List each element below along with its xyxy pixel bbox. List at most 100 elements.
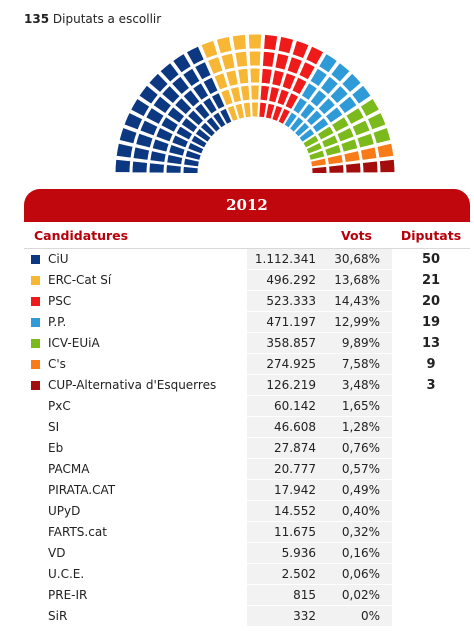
seat-mark <box>219 108 233 125</box>
seat-mark <box>135 133 154 149</box>
seat-mark <box>183 157 200 168</box>
swatch-box <box>30 297 40 306</box>
seat-mark <box>232 34 247 51</box>
party-seats <box>392 500 470 522</box>
party-color-swatch <box>24 248 46 270</box>
seat-mark <box>298 128 315 143</box>
party-votes: 496.292 <box>245 269 326 291</box>
seat-mark <box>160 116 179 133</box>
party-color-swatch <box>24 479 46 501</box>
party-seats <box>392 479 470 501</box>
party-votes: 126.219 <box>245 374 326 396</box>
seat-mark <box>261 68 273 85</box>
swatch-box <box>30 381 40 390</box>
party-row: ERC-Cat Sí 496.292 13,68% 21 <box>24 269 470 291</box>
seat-mark <box>276 88 290 106</box>
seat-mark <box>116 143 134 159</box>
party-percent: 1,28% <box>326 416 392 438</box>
seat-mark <box>265 103 276 120</box>
party-seats: 19 <box>392 311 470 333</box>
party-row: PxC 60.142 1,65% <box>24 395 470 417</box>
party-seats <box>392 437 470 459</box>
seat-mark <box>207 56 224 75</box>
seat-mark <box>301 82 318 101</box>
party-name: SI <box>46 416 246 438</box>
party-votes: 471.197 <box>245 311 326 333</box>
seat-mark <box>211 92 226 110</box>
seat-mark <box>372 127 391 145</box>
party-color-swatch <box>24 311 46 333</box>
party-color-swatch <box>24 332 46 354</box>
party-percent: 3,48% <box>326 374 392 396</box>
total-seats-value: 135 <box>24 12 50 26</box>
col-votes: Vots <box>246 222 392 249</box>
seat-mark <box>190 134 208 149</box>
seat-mark <box>299 102 316 120</box>
seat-mark <box>283 111 298 129</box>
swatch-box <box>30 339 40 348</box>
party-votes: 14.552 <box>245 500 326 522</box>
seat-mark <box>327 154 344 165</box>
party-name: PxC <box>46 395 246 417</box>
party-name: PSC <box>46 290 246 312</box>
seat-mark <box>182 67 201 87</box>
seat-mark <box>131 160 148 174</box>
party-votes: 20.777 <box>245 458 326 480</box>
party-seats <box>392 395 470 417</box>
seat-mark <box>132 146 150 161</box>
seat-mark <box>309 67 328 87</box>
party-percent: 14,43% <box>326 290 392 312</box>
party-row: FARTS.cat 11.675 0,32% <box>24 521 470 543</box>
seat-mark <box>186 45 205 66</box>
seat-mark <box>330 62 351 83</box>
seat-mark <box>230 86 242 104</box>
swatch-box <box>30 255 40 264</box>
seat-mark <box>119 127 138 145</box>
party-row: PSC 523.333 14,43% 20 <box>24 290 470 312</box>
seat-mark <box>168 144 186 157</box>
party-row: PIRATA.CAT 17.942 0,49% <box>24 479 470 501</box>
seat-mark <box>292 97 308 115</box>
col-candidatures: Candidatures <box>24 222 246 249</box>
swatch-box <box>30 360 40 369</box>
party-seats: 50 <box>392 248 470 270</box>
party-percent: 0,32% <box>326 521 392 543</box>
seat-mark <box>202 76 219 95</box>
seat-mark <box>340 138 359 153</box>
seat-mark <box>155 127 174 143</box>
party-row: P.P. 471.197 12,99% 19 <box>24 311 470 333</box>
party-seats <box>392 584 470 606</box>
seat-mark <box>324 144 342 157</box>
seat-mark <box>194 102 211 120</box>
party-percent: 0,40% <box>326 500 392 522</box>
seat-mark <box>184 149 202 161</box>
seat-mark <box>216 36 233 55</box>
seat-mark <box>311 117 330 133</box>
swatch-box <box>30 318 40 327</box>
party-percent: 0,06% <box>326 563 392 585</box>
seat-mark <box>220 52 236 71</box>
seat-mark <box>286 56 303 75</box>
seat-mark <box>271 69 285 87</box>
party-seats: 20 <box>392 290 470 312</box>
party-percent: 0,16% <box>326 542 392 564</box>
seat-mark <box>360 98 380 117</box>
party-votes: 274.925 <box>245 353 326 375</box>
party-seats <box>392 458 470 480</box>
seat-mark <box>351 85 372 105</box>
total-seats-header: 135 Diputats a escollir <box>24 12 161 26</box>
party-votes: 46.608 <box>245 416 326 438</box>
seat-mark <box>249 50 261 67</box>
seat-mark <box>234 51 248 68</box>
seat-mark <box>195 128 212 143</box>
seat-mark <box>308 149 326 161</box>
party-row: C's 274.925 7,58% 9 <box>24 353 470 375</box>
seat-mark <box>351 119 371 137</box>
seat-mark <box>250 84 260 101</box>
seat-mark <box>180 117 199 133</box>
seat-mark <box>321 134 339 149</box>
col-seats: Diputats <box>392 222 470 249</box>
seat-mark <box>205 116 221 133</box>
seat-mark <box>220 88 234 106</box>
party-name: CiU <box>46 248 246 270</box>
